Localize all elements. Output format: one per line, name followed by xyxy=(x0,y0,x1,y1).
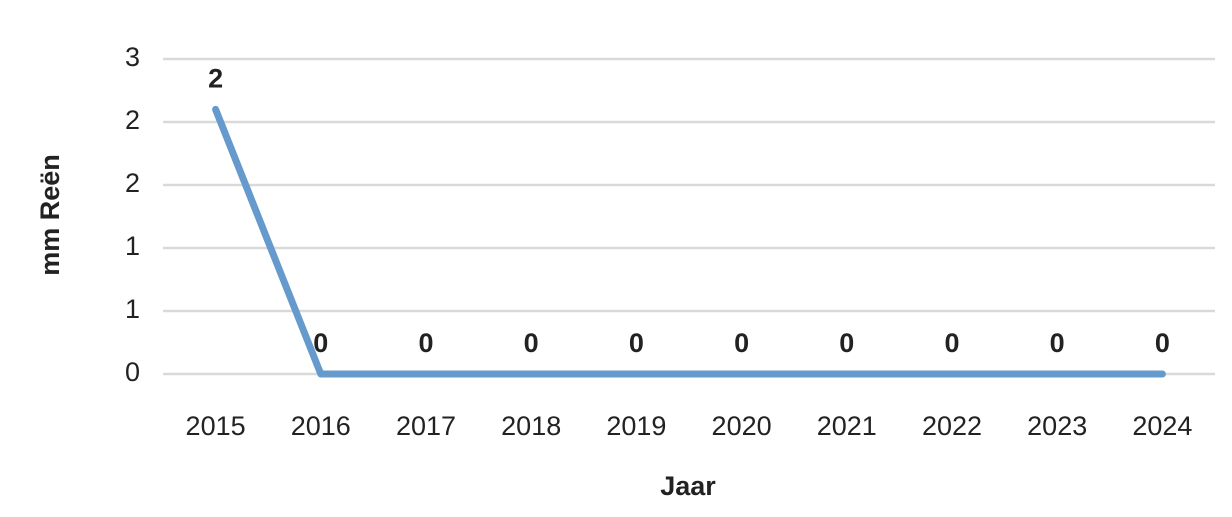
data-label: 0 xyxy=(944,328,959,358)
data-label: 0 xyxy=(839,328,854,358)
x-tick-label: 2023 xyxy=(1027,411,1087,441)
x-tick-label: 2016 xyxy=(291,411,351,441)
x-tick-label: 2015 xyxy=(186,411,246,441)
x-tick-label: 2021 xyxy=(817,411,877,441)
x-tick-label: 2020 xyxy=(712,411,772,441)
x-tick-label: 2017 xyxy=(396,411,456,441)
data-label: 2 xyxy=(208,64,223,94)
y-tick-label: 1 xyxy=(125,294,140,324)
x-tick-label: 2018 xyxy=(501,411,561,441)
x-tick-label: 2024 xyxy=(1132,411,1192,441)
data-label: 0 xyxy=(313,328,328,358)
x-tick-label: 2022 xyxy=(922,411,982,441)
y-tick-label: 3 xyxy=(125,42,140,72)
y-tick-label: 1 xyxy=(125,231,140,261)
data-label: 0 xyxy=(629,328,644,358)
y-tick-label: 2 xyxy=(125,105,140,135)
y-tick-label: 0 xyxy=(125,357,140,387)
y-axis-title: mm Reën xyxy=(35,154,65,276)
line xyxy=(212,105,1166,378)
x-tick-label: 2019 xyxy=(606,411,666,441)
y-tick-label: 2 xyxy=(125,168,140,198)
data-label: 0 xyxy=(524,328,539,358)
data-label: 0 xyxy=(1155,328,1170,358)
data-label: 0 xyxy=(1050,328,1065,358)
x-axis-title: Jaar xyxy=(660,471,716,501)
data-label: 0 xyxy=(418,328,433,358)
data-label: 0 xyxy=(734,328,749,358)
